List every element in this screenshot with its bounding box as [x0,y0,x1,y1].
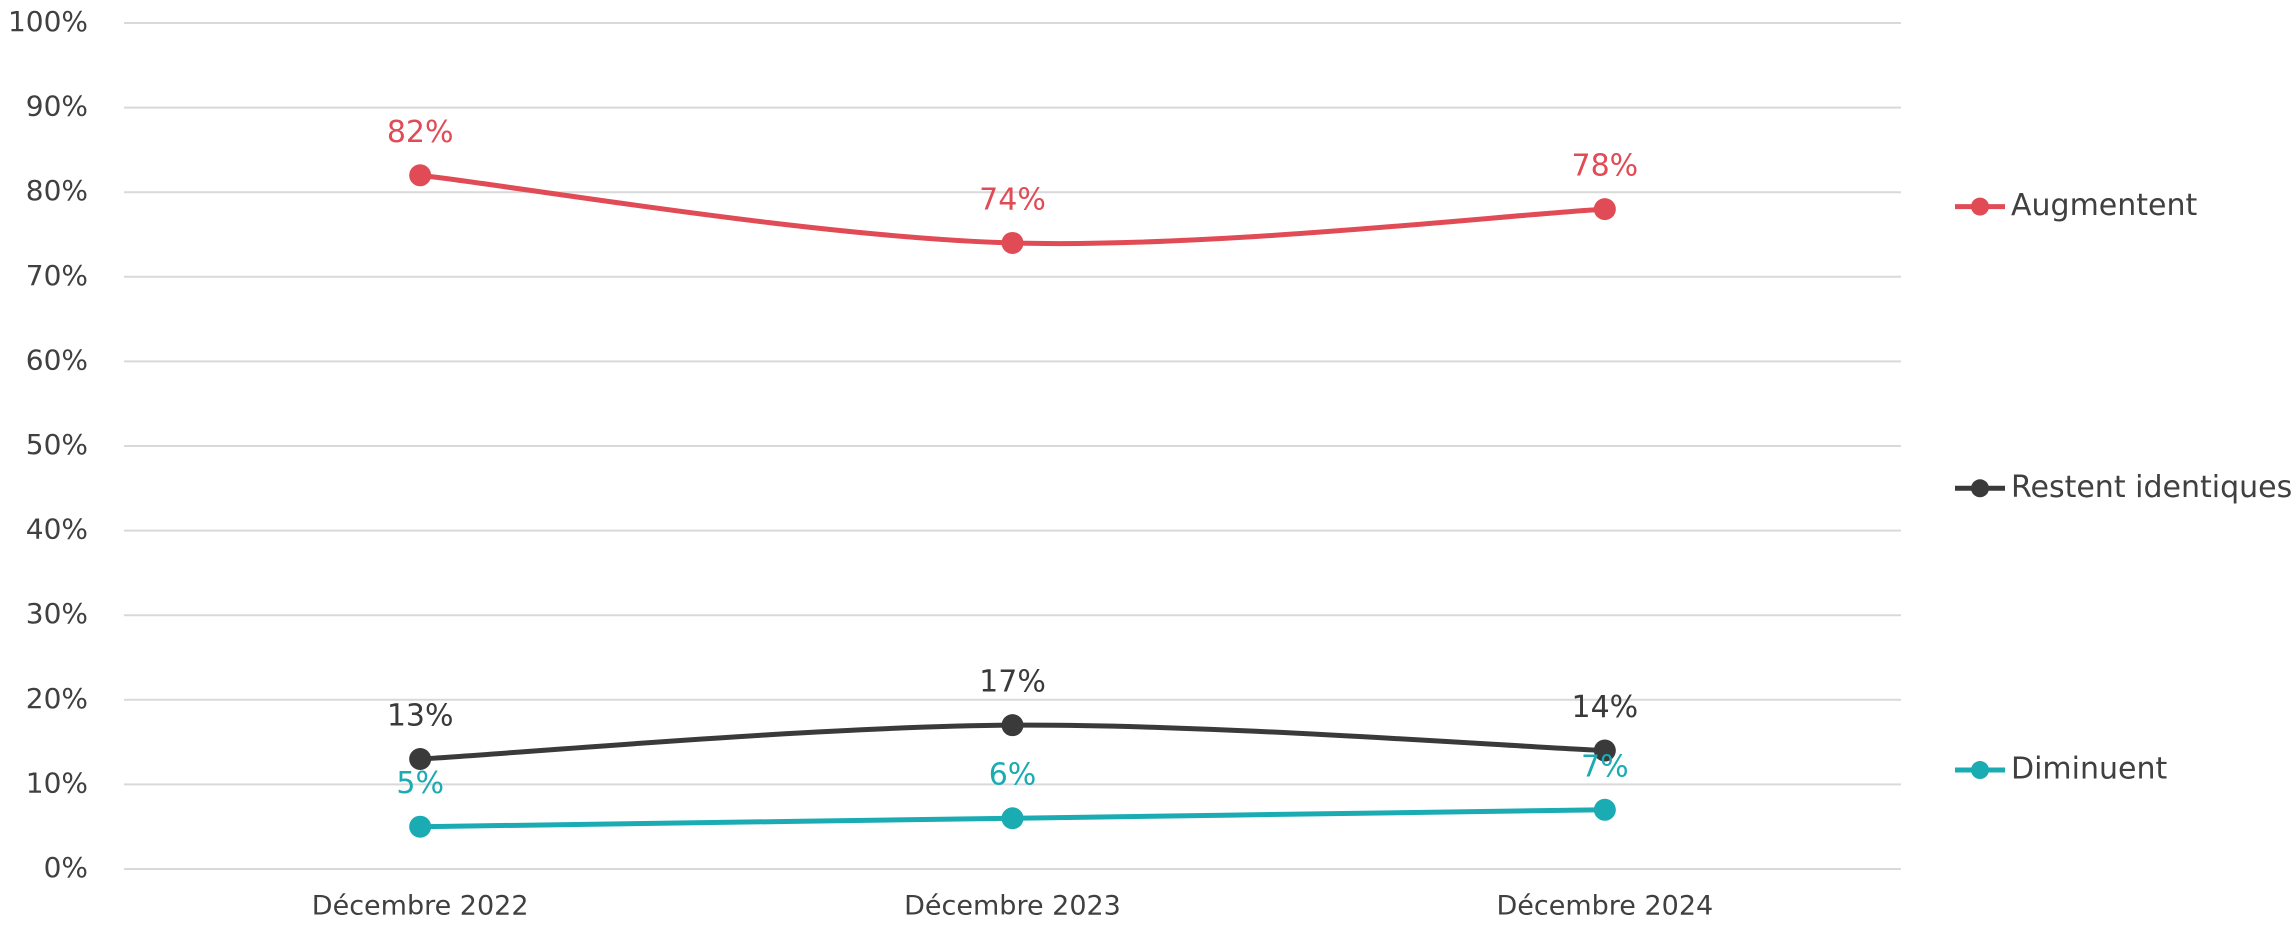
y-tick-label: 10% [26,766,88,799]
y-tick-label: 30% [26,597,88,630]
y-tick-label: 60% [26,343,88,376]
point [1001,714,1024,737]
y-tick-label: 100% [8,5,88,38]
y-tick-label: 50% [26,428,88,461]
data-label: 17% [979,665,1046,700]
legend-label: Restent identiques [2011,470,2292,505]
data-label: 6% [989,758,1037,793]
legend-marker [1971,197,1989,216]
legend-marker [1971,761,1989,780]
data-label: 7% [1581,749,1629,784]
point [409,815,432,838]
point [1593,739,1616,762]
y-tick-label: 80% [26,174,88,207]
point [1593,198,1616,221]
y-tick-label: 90% [26,90,88,123]
point [1593,798,1616,821]
point [1001,807,1024,830]
data-label: 14% [1571,690,1638,725]
point [1001,231,1024,254]
point [409,164,432,187]
data-label: 5% [396,766,444,801]
x-tick-label: Décembre 2023 [904,891,1121,922]
y-tick-label: 70% [26,259,88,292]
y-tick-label: 20% [26,682,88,715]
x-tick-label: Décembre 2024 [1496,891,1713,922]
data-label: 74% [979,182,1046,217]
legend-label: Diminuent [2011,752,2167,787]
y-tick-label: 40% [26,513,88,546]
data-label: 13% [387,699,454,734]
legend-marker [1971,479,1989,498]
x-tick-label: Décembre 2022 [312,891,529,922]
y-tick-label: 0% [44,851,88,884]
legend-label: Augmentent [2011,188,2198,223]
point [409,748,432,771]
data-label: 82% [387,115,454,150]
data-label: 78% [1571,149,1638,184]
